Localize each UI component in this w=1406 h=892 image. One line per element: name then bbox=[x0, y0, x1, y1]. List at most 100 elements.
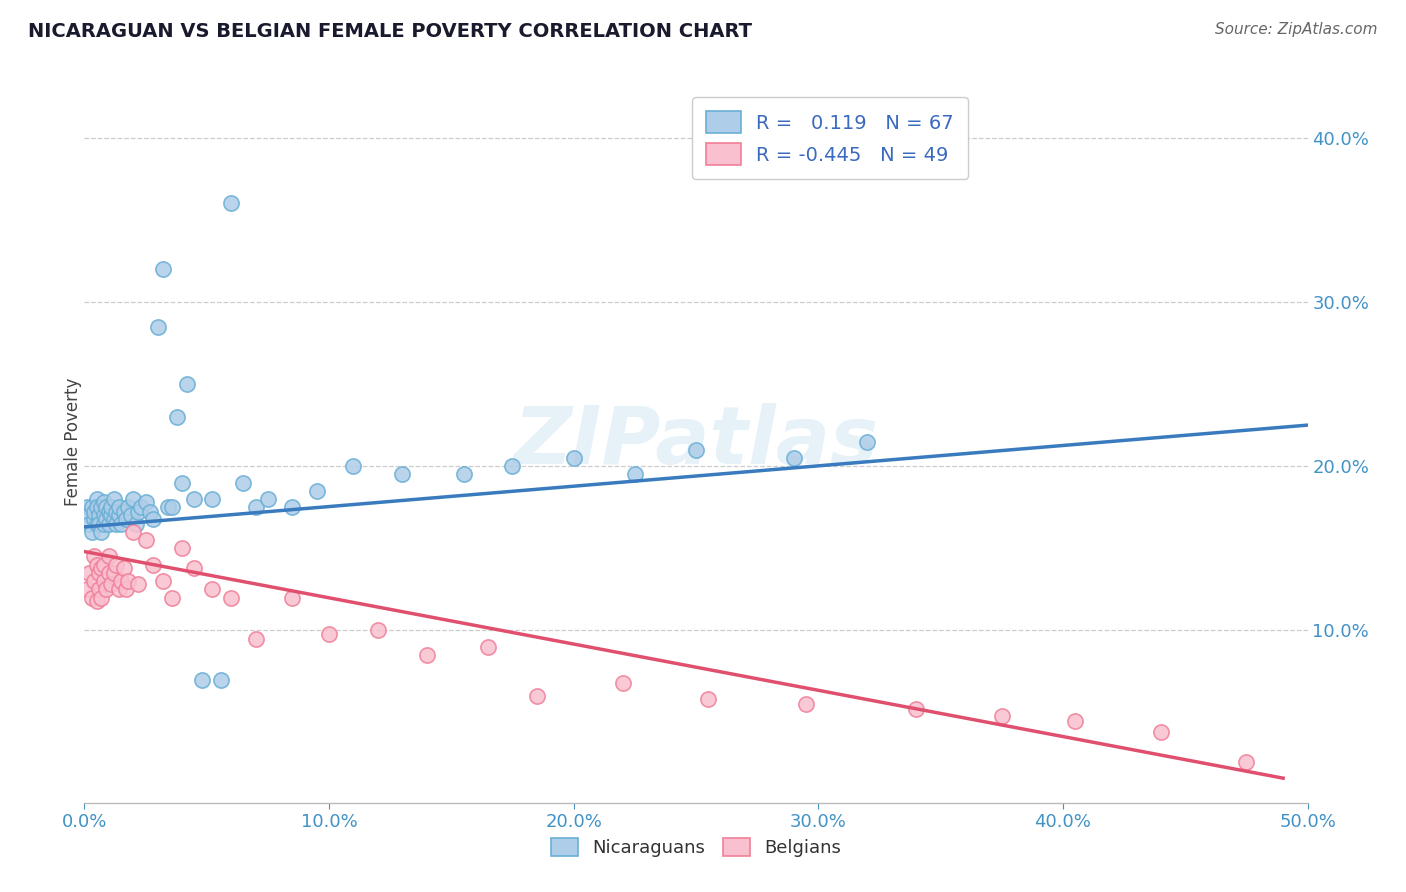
Point bbox=[367, 624, 389, 638]
Point bbox=[97, 549, 120, 564]
Point bbox=[905, 702, 928, 716]
Point bbox=[105, 558, 128, 572]
Point bbox=[93, 574, 115, 588]
Point bbox=[96, 582, 118, 597]
Point bbox=[122, 491, 145, 506]
Point bbox=[105, 516, 128, 531]
Point bbox=[416, 648, 439, 662]
Point bbox=[80, 500, 103, 515]
Point bbox=[685, 442, 707, 457]
Point bbox=[86, 558, 108, 572]
Point bbox=[112, 561, 135, 575]
Point bbox=[93, 508, 115, 523]
Point bbox=[87, 508, 110, 523]
Point bbox=[191, 673, 214, 687]
Point bbox=[257, 491, 280, 506]
Point bbox=[97, 505, 120, 519]
Text: NICARAGUAN VS BELGIAN FEMALE POVERTY CORRELATION CHART: NICARAGUAN VS BELGIAN FEMALE POVERTY COR… bbox=[28, 22, 752, 41]
Point bbox=[100, 500, 122, 515]
Point bbox=[103, 491, 125, 506]
Point bbox=[90, 561, 112, 575]
Point bbox=[90, 524, 112, 539]
Point bbox=[77, 508, 100, 523]
Point bbox=[783, 450, 806, 465]
Point bbox=[146, 319, 169, 334]
Point bbox=[183, 561, 205, 575]
Point bbox=[86, 594, 108, 608]
Point bbox=[93, 558, 115, 572]
Point bbox=[794, 698, 817, 712]
Point bbox=[342, 459, 364, 474]
Point bbox=[172, 475, 194, 490]
Point bbox=[477, 640, 499, 654]
Point bbox=[183, 491, 205, 506]
Point bbox=[83, 549, 105, 564]
Point bbox=[281, 500, 304, 515]
Point bbox=[129, 500, 152, 515]
Point bbox=[115, 512, 138, 526]
Point bbox=[117, 500, 139, 515]
Point bbox=[90, 500, 112, 515]
Point bbox=[83, 505, 105, 519]
Point bbox=[80, 591, 103, 605]
Point bbox=[83, 574, 105, 588]
Point bbox=[87, 516, 110, 531]
Point bbox=[142, 558, 165, 572]
Point bbox=[562, 450, 585, 465]
Point bbox=[77, 566, 100, 580]
Point bbox=[281, 591, 304, 605]
Point bbox=[76, 582, 98, 597]
Point bbox=[127, 505, 149, 519]
Text: ZIPatlas: ZIPatlas bbox=[513, 402, 879, 481]
Point bbox=[90, 591, 112, 605]
Legend: Nicaraguans, Belgians: Nicaraguans, Belgians bbox=[541, 829, 851, 866]
Point bbox=[232, 475, 254, 490]
Point bbox=[83, 512, 105, 526]
Point bbox=[624, 467, 647, 482]
Point bbox=[612, 676, 634, 690]
Point bbox=[152, 262, 174, 277]
Point bbox=[76, 500, 98, 515]
Point bbox=[80, 524, 103, 539]
Point bbox=[87, 566, 110, 580]
Point bbox=[96, 500, 118, 515]
Point bbox=[117, 574, 139, 588]
Point bbox=[502, 459, 524, 474]
Point bbox=[172, 541, 194, 556]
Point bbox=[697, 692, 720, 706]
Point bbox=[86, 516, 108, 531]
Point bbox=[176, 377, 198, 392]
Point bbox=[162, 591, 184, 605]
Point bbox=[86, 491, 108, 506]
Point bbox=[93, 516, 115, 531]
Point bbox=[87, 582, 110, 597]
Point bbox=[200, 582, 222, 597]
Point bbox=[96, 512, 118, 526]
Point bbox=[100, 577, 122, 591]
Point bbox=[1150, 725, 1173, 739]
Point bbox=[112, 505, 135, 519]
Point bbox=[453, 467, 475, 482]
Point bbox=[122, 524, 145, 539]
Point bbox=[200, 491, 222, 506]
Point bbox=[77, 516, 100, 531]
Point bbox=[97, 566, 120, 580]
Point bbox=[139, 505, 162, 519]
Point bbox=[305, 483, 328, 498]
Point bbox=[245, 500, 267, 515]
Point bbox=[105, 505, 128, 519]
Point bbox=[156, 500, 179, 515]
Point bbox=[127, 577, 149, 591]
Text: Source: ZipAtlas.com: Source: ZipAtlas.com bbox=[1215, 22, 1378, 37]
Point bbox=[209, 673, 232, 687]
Point bbox=[107, 582, 129, 597]
Point bbox=[991, 708, 1014, 723]
Point bbox=[162, 500, 184, 515]
Point bbox=[103, 566, 125, 580]
Point bbox=[135, 495, 157, 509]
Y-axis label: Female Poverty: Female Poverty bbox=[65, 377, 82, 506]
Point bbox=[856, 434, 879, 449]
Point bbox=[93, 495, 115, 509]
Point bbox=[86, 500, 108, 515]
Point bbox=[219, 196, 242, 211]
